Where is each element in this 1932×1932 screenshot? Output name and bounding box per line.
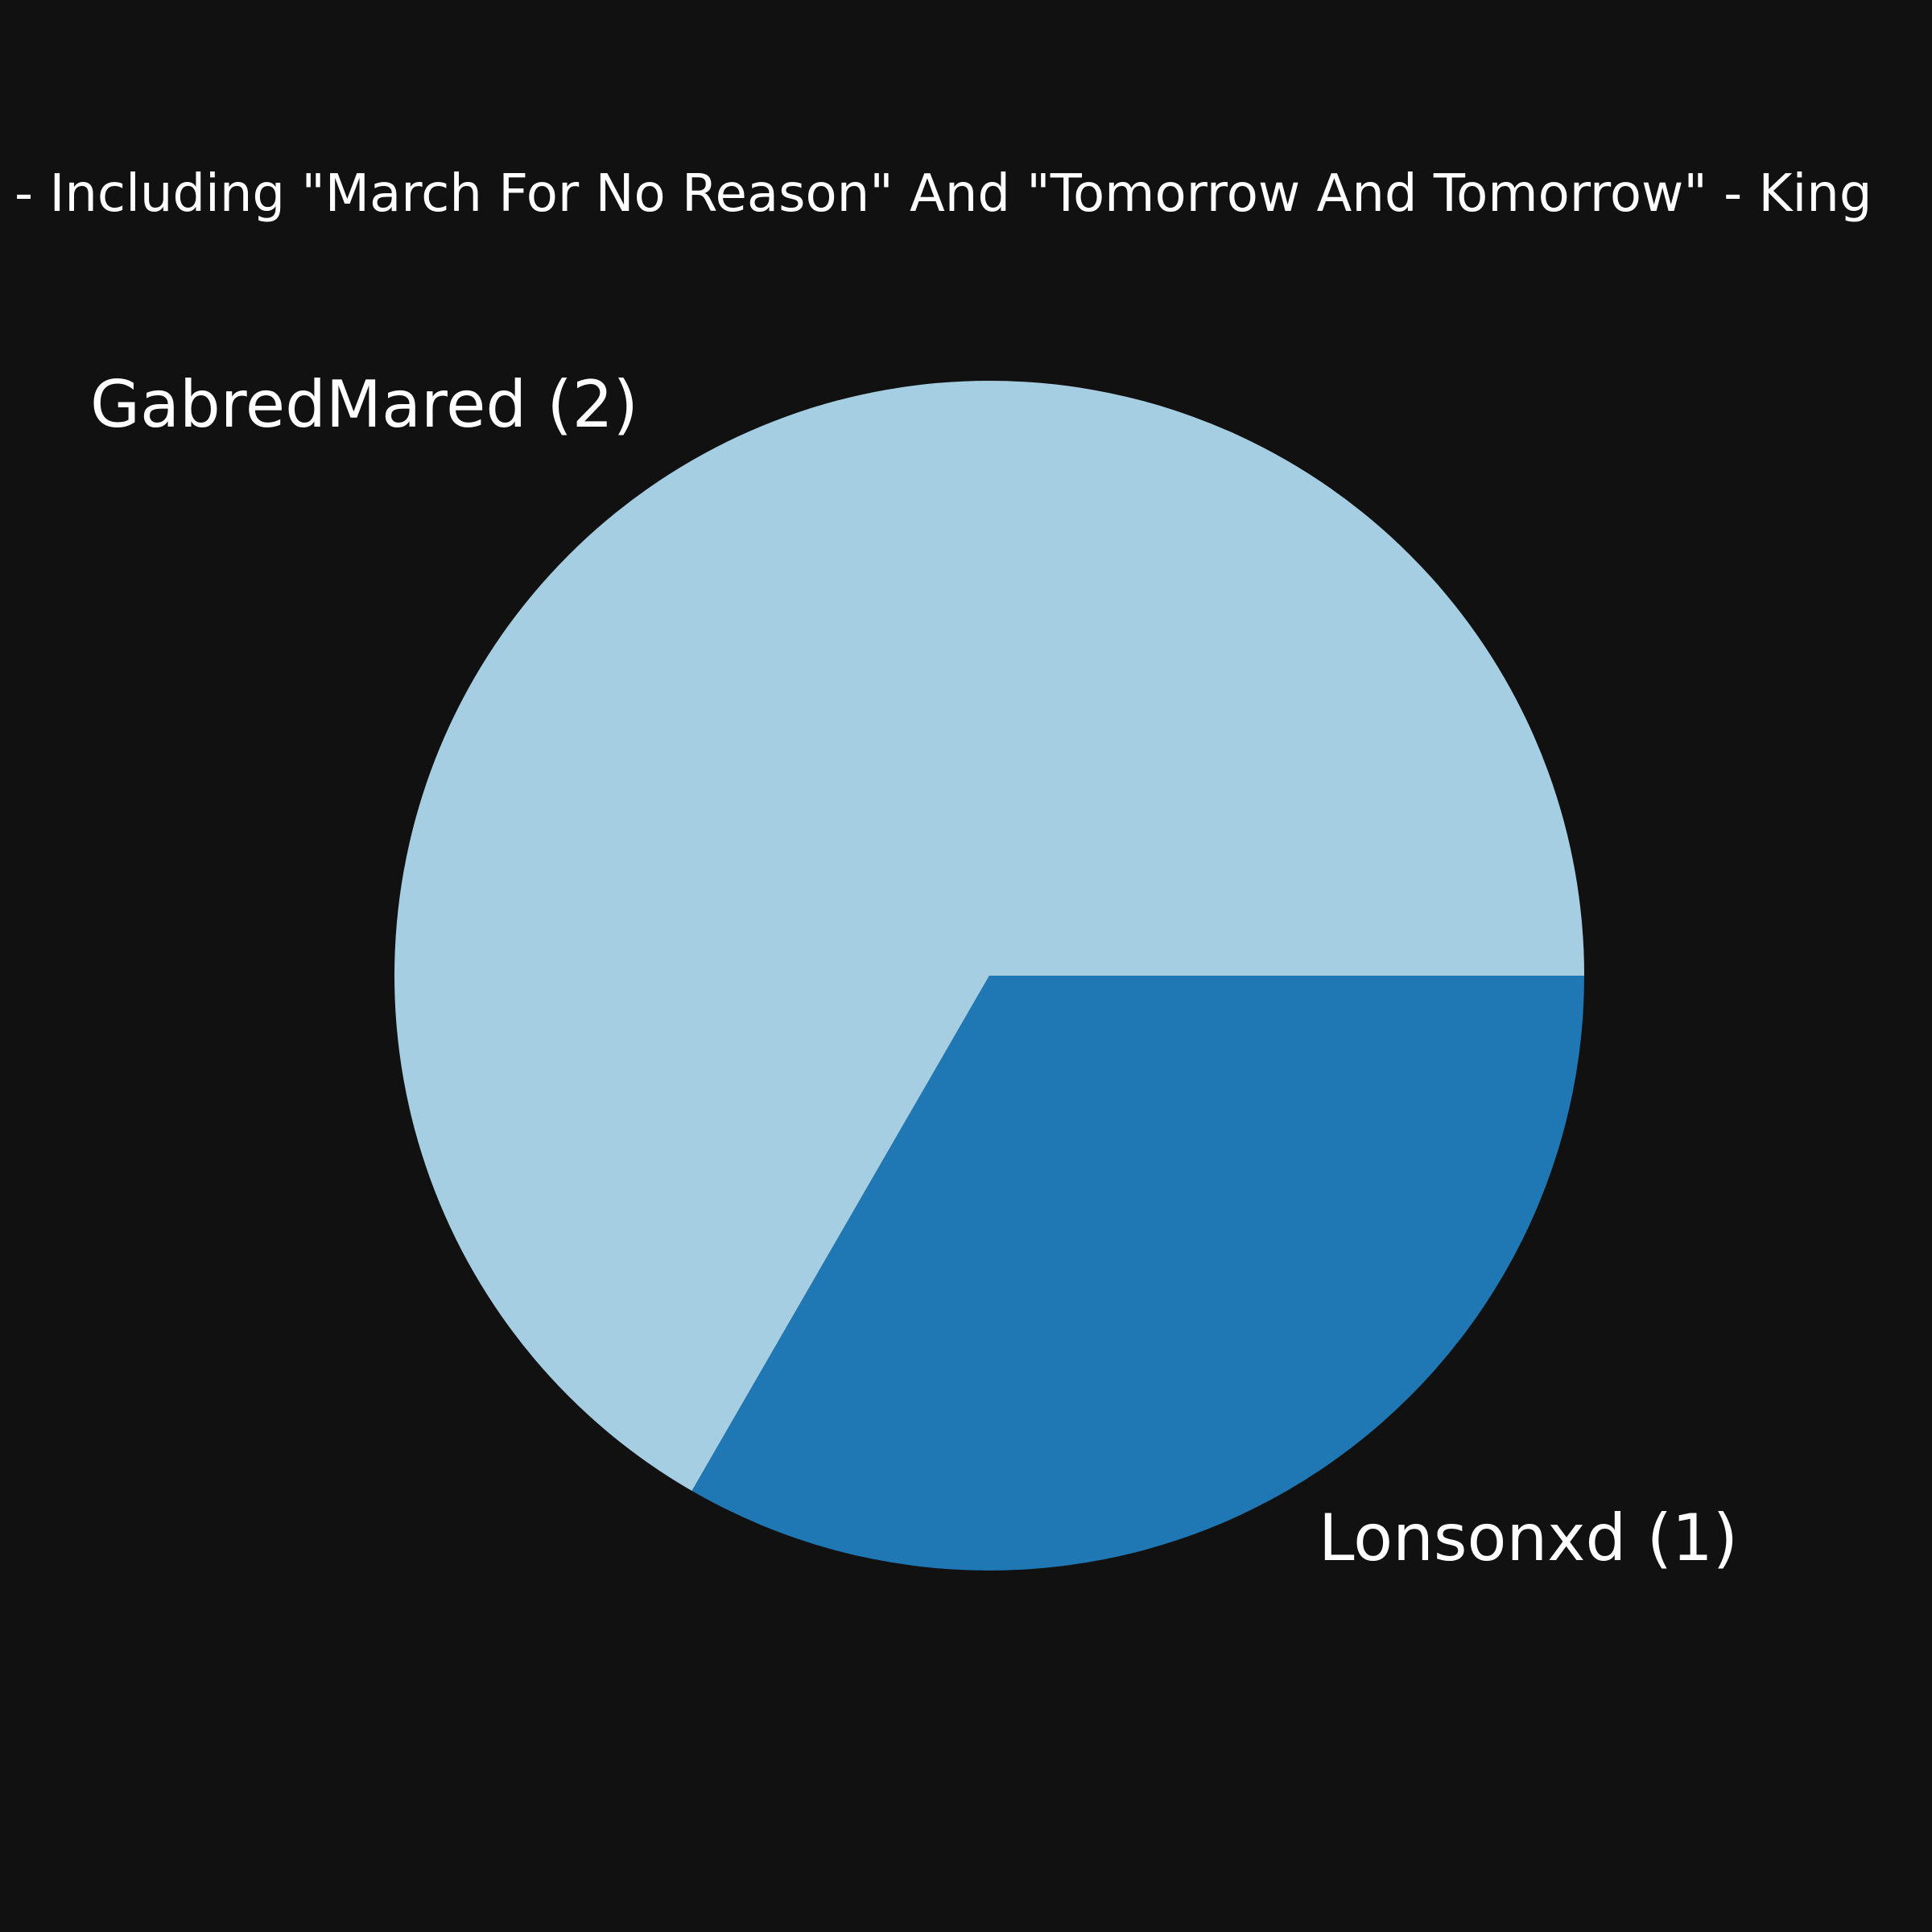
pie-slice-1 <box>394 380 1585 1491</box>
pie-slice-2 <box>691 976 1584 1571</box>
pie-labels: GabredMared (2) Lonsonxd (1) <box>90 367 1738 1575</box>
chart-title: - Including "March For No Reason" And "T… <box>14 164 1872 224</box>
pie-slice-label-1: GabredMared (2) <box>90 367 638 442</box>
pie-slices <box>394 380 1585 1571</box>
pie-slice-label-2: Lonsonxd (1) <box>1319 1501 1738 1575</box>
